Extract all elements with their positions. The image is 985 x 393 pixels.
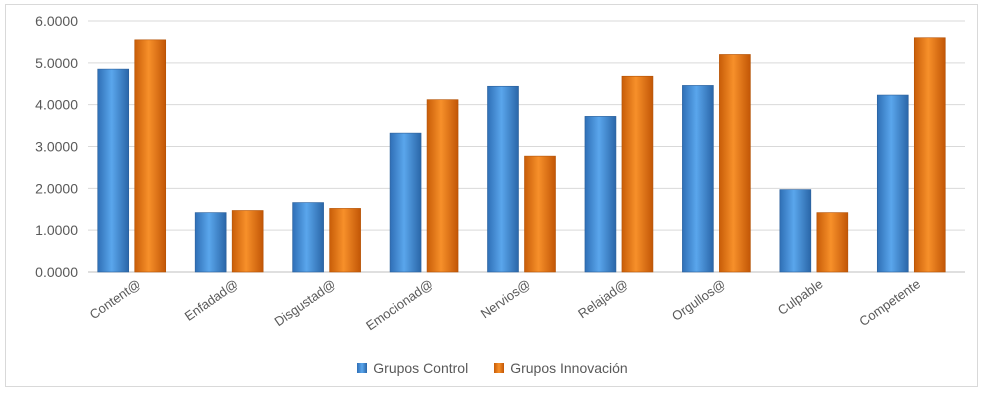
- y-tick-label: 4.0000: [35, 97, 78, 113]
- bar-control: [389, 132, 422, 273]
- bar-innovacion: [524, 155, 556, 273]
- x-axis-labels: Content@ Enfadad@ Disgustad@ Emocionad@ Nerv…: [87, 276, 923, 333]
- bar-control: [194, 212, 227, 273]
- y-tick-label: 0.0000: [35, 264, 78, 280]
- legend-item-innovacion: Grupos Innovación: [494, 360, 628, 376]
- x-tick-label: Competente: [856, 276, 923, 329]
- x-tick-label: Nervios@: [478, 276, 534, 321]
- bar-innovacion: [329, 208, 361, 273]
- bar-control: [487, 85, 519, 273]
- bar-control: [97, 68, 130, 273]
- legend-swatch-control: [357, 363, 368, 373]
- bar-control: [682, 85, 714, 273]
- y-tick-label: 5.0000: [35, 55, 78, 71]
- legend-item-control: Grupos Control: [357, 360, 468, 376]
- legend-label-control: Grupos Control: [373, 360, 469, 376]
- y-tick-label: 6.0000: [35, 13, 78, 29]
- bar-innovacion: [231, 210, 264, 273]
- x-tick-label: Relajad@: [575, 276, 631, 321]
- bar-innovacion: [426, 99, 459, 273]
- y-axis-ticks: 0.0000 1.0000 2.0000 3.0000 4.0000 5.0000 6.00…: [35, 13, 78, 280]
- bar-innovacion: [621, 75, 654, 273]
- x-tick-label: Disgustad@: [272, 276, 339, 329]
- x-tick-label: Content@: [87, 276, 144, 322]
- x-tick-label: Emocionad@: [363, 276, 436, 333]
- bar-innovacion: [913, 37, 946, 273]
- bar-innovacion: [816, 212, 849, 273]
- y-tick-label: 2.0000: [35, 180, 78, 196]
- bar-control: [876, 94, 909, 273]
- legend: Grupos Control Grupos Innovación: [0, 360, 985, 376]
- bar-control: [292, 202, 324, 273]
- bar-innovacion: [134, 39, 167, 273]
- bar-control: [584, 116, 617, 273]
- x-tick-label: Culpable: [775, 276, 826, 318]
- y-tick-label: 3.0000: [35, 139, 78, 155]
- bar-control: [779, 189, 812, 273]
- legend-label-innovacion: Grupos Innovación: [510, 360, 628, 376]
- legend-swatch-innovacion: [494, 363, 505, 373]
- bar-innovacion: [719, 54, 751, 273]
- x-tick-label: Enfadad@: [182, 276, 241, 324]
- x-tick-label: Orgullos@: [669, 276, 728, 324]
- y-tick-label: 1.0000: [35, 222, 78, 238]
- bars: [97, 37, 946, 273]
